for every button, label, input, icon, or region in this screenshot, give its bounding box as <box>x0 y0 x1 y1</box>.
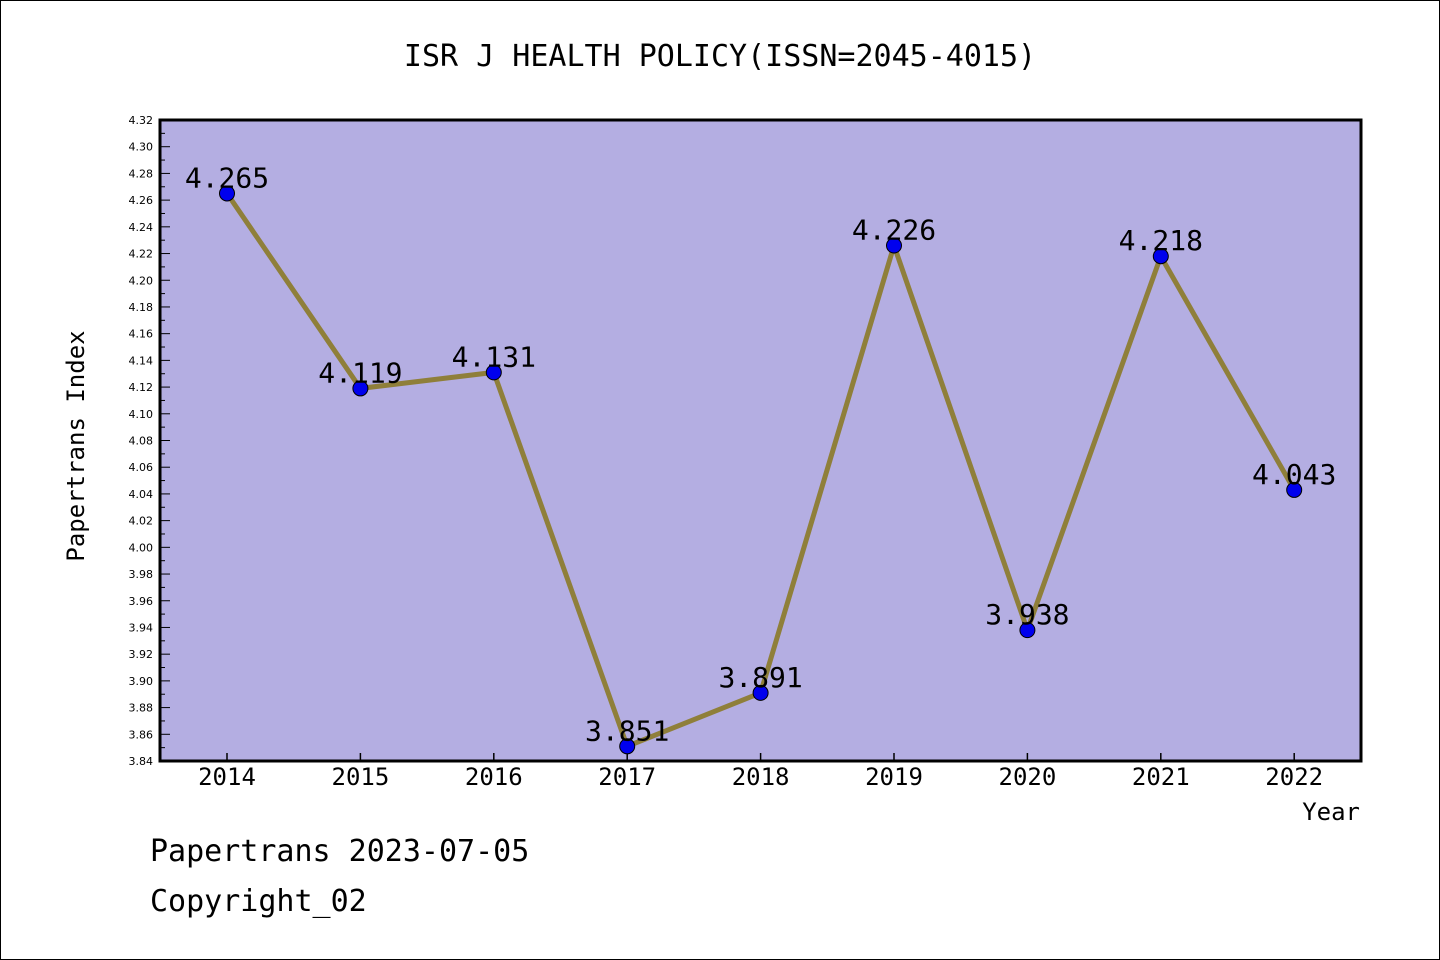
x-tick-label: 2016 <box>465 763 523 791</box>
y-tick-label: 4.08 <box>129 435 154 448</box>
y-tick-label: 4.24 <box>129 221 154 234</box>
x-axis: 2014 2015 2016 2017 2018 2019 2020 2021 2022 <box>198 753 1323 791</box>
y-tick-label: 3.86 <box>129 728 154 741</box>
data-point-marker <box>886 237 902 254</box>
y-tick-label: 4.32 <box>129 114 154 127</box>
y-axis-label: Papertrans Index <box>62 330 90 561</box>
y-tick-label: 4.26 <box>129 194 154 207</box>
data-label: 4.131 <box>452 340 536 373</box>
footer-date: Papertrans 2023-07-05 <box>150 834 530 869</box>
y-tick-label: 3.88 <box>129 702 154 715</box>
data-label: 3.851 <box>585 714 669 747</box>
data-point-marker <box>352 380 369 397</box>
series-line-group <box>219 185 1303 755</box>
data-label: 4.218 <box>1119 224 1203 257</box>
y-tick-label: 4.14 <box>129 354 154 367</box>
y-tick-label: 4.20 <box>129 274 154 287</box>
y-axis: 3.84 3.86 3.88 3.90 3.92 3.94 3.96 3.98 4.00 4.02… <box>129 114 170 768</box>
data-label: 3.891 <box>718 661 802 694</box>
data-point-marker <box>1019 622 1036 639</box>
data-label: 4.119 <box>318 356 402 389</box>
data-label-group: 4.265 4.119 4.131 3.851 3.891 4.226 3.938 4.218… <box>185 161 1336 747</box>
data-point-marker <box>752 684 769 701</box>
y-tick-label: 4.12 <box>129 381 154 394</box>
x-tick-label: 2018 <box>732 763 790 791</box>
y-tick-label: 4.00 <box>129 541 154 554</box>
y-tick-label: 4.16 <box>129 328 154 341</box>
data-point-marker <box>1286 481 1303 498</box>
x-tick-label: 2022 <box>1265 763 1323 791</box>
x-tick-label: 2014 <box>198 763 256 791</box>
y-tick-label: 3.96 <box>129 595 154 608</box>
y-tick-label: 3.84 <box>129 755 154 768</box>
x-tick-label: 2015 <box>332 763 390 791</box>
data-label: 4.226 <box>852 214 936 247</box>
y-tick-label: 4.04 <box>129 488 154 501</box>
plot-area <box>158 118 1363 763</box>
y-tick-label: 4.06 <box>129 461 154 474</box>
data-label: 4.265 <box>185 161 269 194</box>
x-axis-label: Year <box>1302 798 1360 826</box>
y-tick-label: 4.22 <box>129 248 154 261</box>
y-tick-label: 4.30 <box>129 141 154 154</box>
y-tick-label: 4.02 <box>129 515 154 528</box>
footer-copyright: Copyright_02 <box>150 884 367 919</box>
y-tick-label: 3.90 <box>129 675 154 688</box>
y-tick-label: 3.92 <box>129 648 154 661</box>
data-point-marker <box>619 738 636 755</box>
data-label: 4.043 <box>1252 458 1336 491</box>
data-label: 3.938 <box>985 598 1069 631</box>
x-tick-label: 2017 <box>598 763 656 791</box>
y-tick-label: 4.18 <box>129 301 154 314</box>
data-point-marker <box>219 185 235 202</box>
x-tick-label: 2019 <box>865 763 923 791</box>
x-tick-label: 2020 <box>999 763 1057 791</box>
y-tick-label: 3.94 <box>129 621 154 634</box>
y-tick-label: 4.10 <box>129 408 154 421</box>
chart-title: ISR J HEALTH POLICY(ISSN=2045-4015) <box>404 39 1036 74</box>
y-tick-label: 3.98 <box>129 568 154 581</box>
data-point-marker <box>485 364 502 381</box>
data-point-marker <box>1152 248 1169 265</box>
x-tick-label: 2021 <box>1132 763 1190 791</box>
y-tick-label: 4.28 <box>129 167 154 180</box>
